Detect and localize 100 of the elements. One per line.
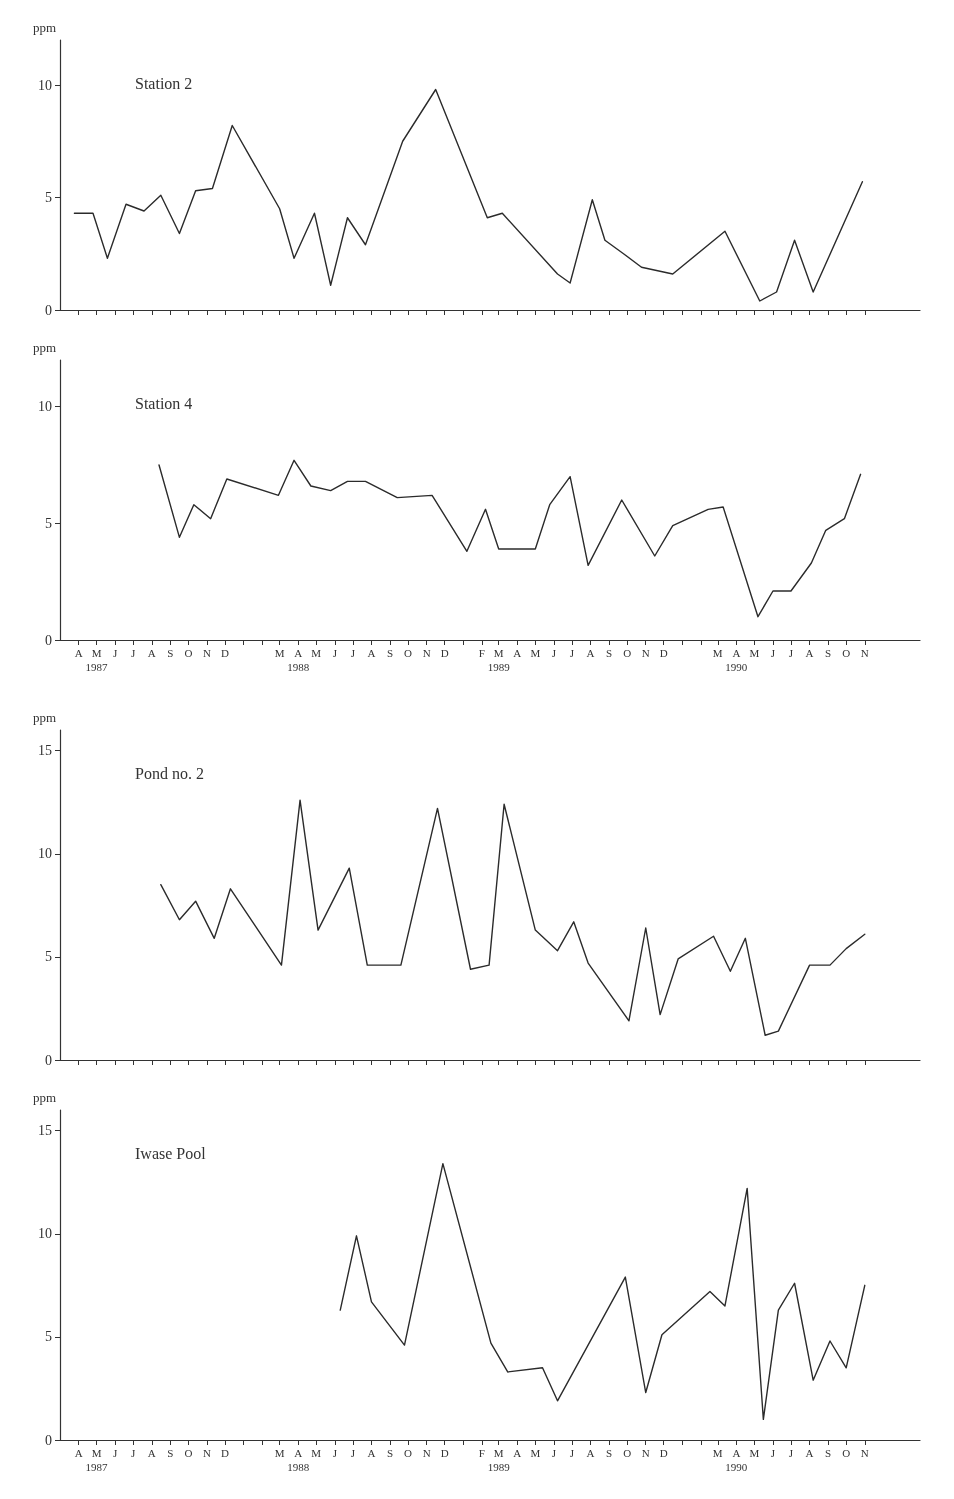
text: Station 2 (135, 74, 193, 92)
x-tick-label: N (422, 647, 431, 659)
x-tick-label: N (203, 647, 212, 659)
x-tick-label: S (167, 1447, 174, 1459)
line-series (73, 88, 864, 302)
x-tick-label: A (805, 1447, 814, 1459)
x-tick-label: M (274, 647, 285, 659)
x-tick-label: A (513, 1447, 522, 1459)
y-tick-label: 0 (45, 302, 52, 318)
x-tick-label: J (788, 1447, 794, 1459)
x-tick-label: J (131, 1447, 137, 1459)
x-tick-label: M (274, 1447, 285, 1459)
x-tick-label: N (860, 1447, 869, 1459)
x-tick-label: J (113, 647, 119, 659)
x-tick-label: J (131, 647, 137, 659)
x-tick-label: J (569, 1447, 575, 1459)
x-tick-label: D (440, 1447, 449, 1459)
x-tick-label: A 1990 (725, 1447, 748, 1473)
x-tick-label: M (530, 647, 541, 659)
x-tick-label: D (659, 647, 668, 659)
x-tick-label: J (332, 647, 338, 659)
x-tick-label: O (623, 1447, 632, 1459)
y-tick-label: 5 (45, 1329, 52, 1345)
line-series (160, 799, 866, 1036)
y-tick-label: 10 (38, 1226, 52, 1242)
x-tick-label: M (712, 647, 723, 659)
x-tick-label: M (311, 647, 322, 659)
x-tick-label: A (513, 647, 522, 659)
x-tick-label: J (332, 1447, 338, 1459)
text: Station 4 (135, 394, 193, 412)
x-tick-label: J (551, 647, 557, 659)
x-tick-label: J (569, 647, 575, 659)
line-series (158, 459, 862, 618)
y-tick-label: 0 (45, 1432, 52, 1448)
y-tick-label: 0 (45, 1052, 52, 1068)
x-tick-label: N (422, 1447, 431, 1459)
y-tick-label: 10 (38, 399, 52, 415)
x-tick-label: N (203, 1447, 212, 1459)
x-tick-label: O (623, 647, 632, 659)
x-tick-label: O (184, 1447, 193, 1459)
x-tick-label: S (606, 1447, 613, 1459)
y-tick-label: 10 (38, 846, 52, 862)
x-tick-label: S (606, 647, 613, 659)
x-tick-label: O (404, 647, 413, 659)
x-tick-label: J (350, 1447, 356, 1459)
x-tick-label: M (749, 647, 760, 659)
x-tick-label: M 1989 (487, 1447, 511, 1473)
y-tick-label: 5 (45, 515, 52, 531)
y-axis-title: ppm (32, 340, 56, 355)
x-tick-label: N (641, 1447, 650, 1459)
y-tick-label: 5 (45, 190, 52, 205)
x-tick-label: D (221, 647, 230, 659)
x-tick-label: A 1990 (725, 647, 748, 673)
x-tick-label: A (147, 647, 156, 659)
x-tick-label: F (478, 647, 485, 659)
x-tick-label: M (749, 1447, 760, 1459)
x-tick-label: S (167, 647, 174, 659)
x-tick-label: J (770, 1447, 776, 1459)
x-tick-label: A (367, 647, 376, 659)
y-axis-title: ppm (32, 1090, 56, 1105)
x-tick-label: S (825, 647, 832, 659)
x-tick-label: S (387, 1447, 394, 1459)
x-tick-label: M (712, 1447, 723, 1459)
x-tick-label: A (586, 647, 595, 659)
text: Pond no. 2 (135, 764, 204, 782)
x-tick-label: J (770, 647, 776, 659)
y-tick-label: 5 (45, 949, 52, 965)
x-tick-label: M 1987 (85, 647, 109, 673)
x-tick-label: F (478, 1447, 485, 1459)
y-axis-title: ppm (32, 710, 56, 725)
x-tick-label: M (311, 1447, 322, 1459)
x-tick-label: A (586, 1447, 595, 1459)
line-series (339, 1162, 866, 1421)
x-tick-label: N (641, 647, 650, 659)
x-tick-label: D (659, 1447, 668, 1459)
x-tick-label: S (387, 647, 394, 659)
y-tick-label: 15 (38, 743, 52, 759)
x-tick-label: O (842, 1447, 851, 1459)
x-tick-label: J (551, 1447, 557, 1459)
y-tick-label: 0 (45, 632, 52, 648)
x-tick-label: M (530, 1447, 541, 1459)
x-tick-label: A (147, 1447, 156, 1459)
y-tick-label: 10 (38, 77, 52, 93)
x-tick-label: O (404, 1447, 413, 1459)
x-tick-label: A 1988 (287, 1447, 310, 1473)
x-tick-label: A (74, 1447, 83, 1459)
x-tick-label: A (367, 1447, 376, 1459)
x-tick-label: D (440, 647, 449, 659)
x-tick-label: D (221, 1447, 230, 1459)
y-tick-label: 15 (38, 1123, 52, 1139)
y-axis-title: ppm (32, 20, 56, 35)
x-tick-label: A 1988 (287, 647, 310, 673)
x-tick-label: J (113, 1447, 119, 1459)
x-tick-label: O (184, 647, 193, 659)
x-tick-label: S (825, 1447, 832, 1459)
x-tick-label: J (350, 647, 356, 659)
x-tick-label: A (74, 647, 83, 659)
text: Iwase Pool (135, 1144, 207, 1162)
x-tick-label: A (805, 647, 814, 659)
x-tick-label: N (860, 647, 869, 659)
